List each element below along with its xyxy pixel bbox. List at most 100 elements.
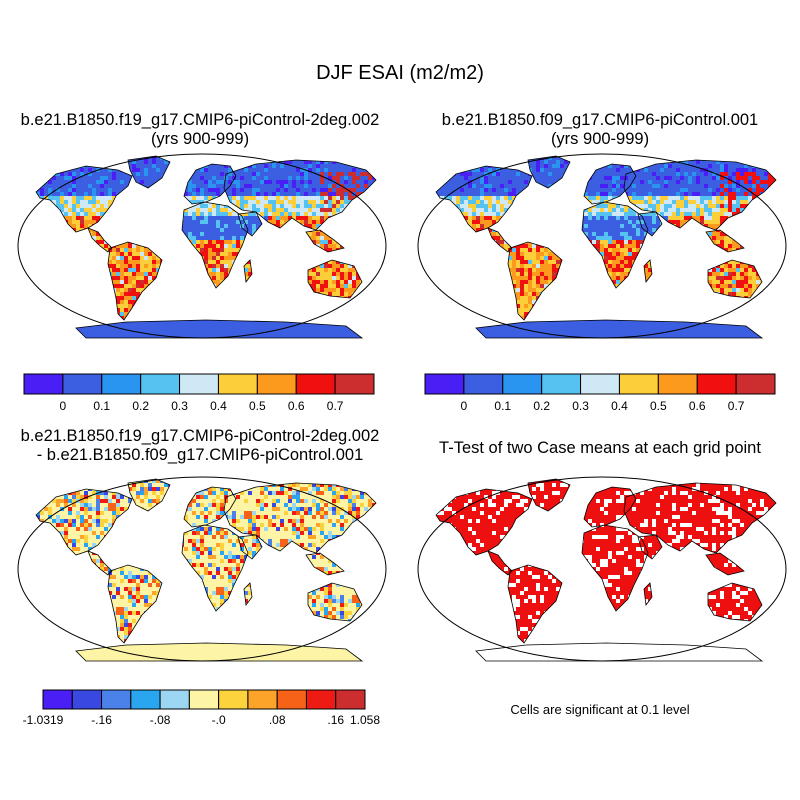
map-frame xyxy=(417,476,787,662)
colorbar-tick-label: -.08 xyxy=(149,713,171,727)
colorbar-tick-label: 0.2 xyxy=(132,399,149,413)
coastline-asia xyxy=(623,159,777,231)
colorbar-swatch xyxy=(256,373,297,395)
colorbar-swatch xyxy=(334,373,375,395)
colorbar-swatch xyxy=(23,373,64,395)
colorbar-tick-label: 0.3 xyxy=(572,399,589,413)
colorbar-swatch xyxy=(159,689,190,710)
coastline-australia xyxy=(707,259,763,299)
colorbar-swatch xyxy=(618,373,659,395)
colorbar-swatch xyxy=(295,373,336,395)
map-case1 xyxy=(17,153,387,339)
colorbar-tick-label: .08 xyxy=(268,713,286,727)
coastline-seasia xyxy=(705,552,745,576)
colorbar-tick-label: 0.6 xyxy=(287,399,305,413)
coastline-arabia xyxy=(237,211,263,237)
colorbar-tick-label: 0.1 xyxy=(494,399,512,413)
coastline-asia xyxy=(623,482,777,554)
coastline-antarctica xyxy=(475,319,764,339)
coastline-antarctica xyxy=(75,319,364,339)
coastline-namerica xyxy=(435,165,533,233)
coastline-africa xyxy=(581,524,649,612)
colorbar-tick-label: 1.058 xyxy=(349,713,381,727)
colorbar-tick-label: 0.1 xyxy=(93,399,111,413)
colorbar-swatch xyxy=(502,373,543,395)
coastline-namerica xyxy=(35,165,133,233)
panel-title-case1: b.e21.B1850.f19_g17.CMIP6-piControl-2deg… xyxy=(20,111,380,129)
colorbar-tick-label: 0.6 xyxy=(688,399,706,413)
colorbar-tick-label: -1.0319 xyxy=(22,713,64,727)
colorbar-swatch xyxy=(130,689,161,710)
colorbar-tick-label: 0.3 xyxy=(171,399,188,413)
colorbar-tick-label: 0 xyxy=(59,399,67,413)
colorbar-swatch xyxy=(62,373,103,395)
coastline-arabia xyxy=(637,211,663,237)
colorbar-tick-label: 0.4 xyxy=(611,399,628,413)
colorbar-case2 xyxy=(424,373,776,395)
colorbar-swatch xyxy=(218,689,249,710)
colorbar-difference xyxy=(42,689,366,710)
colorbar-swatch xyxy=(696,373,737,395)
coastline-africa xyxy=(181,201,249,289)
map-frame xyxy=(417,153,787,339)
colorbar-swatch xyxy=(580,373,620,395)
coastline-madagascar xyxy=(643,259,653,284)
coastline-madagascar xyxy=(243,259,253,284)
coastline-antarctica xyxy=(75,642,364,662)
coastline-australia xyxy=(307,259,363,299)
colorbar-tick-label: -.0 xyxy=(211,713,226,727)
colorbar-swatch xyxy=(101,373,142,395)
coastline-arabia xyxy=(637,534,663,560)
colorbar-tick-label: 0.4 xyxy=(210,399,227,413)
coastline-namerica xyxy=(435,488,533,556)
colorbar-swatch xyxy=(657,373,698,395)
colorbar-swatch xyxy=(541,373,582,395)
coastline-australia xyxy=(707,582,763,622)
coastline-namerica xyxy=(35,488,133,556)
colorbar-swatch xyxy=(188,689,220,710)
map-ttest-significance xyxy=(417,476,787,662)
map-frame xyxy=(17,476,387,662)
coastline-madagascar xyxy=(243,582,253,607)
colorbar-swatch xyxy=(42,689,73,710)
coastline-samerica xyxy=(107,241,163,321)
coastline-seasia xyxy=(705,229,745,253)
colorbar-swatch xyxy=(247,689,278,710)
map-case2 xyxy=(417,153,787,339)
colorbar-swatch xyxy=(735,373,776,395)
colorbar-tick-label: 0.2 xyxy=(533,399,550,413)
colorbar-swatch xyxy=(463,373,504,395)
colorbar-tick-label: -.16 xyxy=(91,713,112,727)
coastline-samerica xyxy=(107,564,163,644)
panel-subtitle-case2-years: (yrs 900-999) xyxy=(550,130,650,148)
coastline-samerica xyxy=(507,241,563,321)
panel-title-difference-line2: - b.e21.B1850.f09_g17.CMIP6-piControl.00… xyxy=(36,446,364,464)
colorbar-tick-label: 0.5 xyxy=(248,399,266,413)
map-frame xyxy=(17,153,387,339)
colorbar-swatch xyxy=(71,689,103,710)
coastline-seasia xyxy=(305,552,345,576)
colorbar-swatch xyxy=(335,689,366,710)
colorbar-swatch xyxy=(424,373,465,395)
panel-title-ttest: T-Test of two Case means at each grid po… xyxy=(439,439,761,457)
coastline-samerica xyxy=(507,564,563,644)
significance-note: Cells are significant at 0.1 level xyxy=(510,702,690,717)
colorbar-tick-label: 0.7 xyxy=(727,399,745,413)
colorbar-swatch xyxy=(305,689,337,710)
map-difference xyxy=(17,476,387,662)
panel-subtitle-case1-years: (yrs 900-999) xyxy=(150,130,250,148)
coastline-asia xyxy=(223,159,377,231)
coastline-africa xyxy=(181,524,249,612)
colorbar-case1 xyxy=(23,373,375,395)
panel-title-case2: b.e21.B1850.f09_g17.CMIP6-piControl.001 xyxy=(441,111,759,129)
coastline-seasia xyxy=(305,229,345,253)
colorbar-tick-label: 0 xyxy=(460,399,468,413)
colorbar-swatch xyxy=(217,373,258,395)
main-title: DJF ESAI (m2/m2) xyxy=(316,62,484,84)
coastline-arabia xyxy=(237,534,263,560)
colorbar-tick-label: 0.5 xyxy=(649,399,667,413)
colorbar-tick-label: 0.7 xyxy=(326,399,344,413)
coastline-africa xyxy=(581,201,649,289)
panel-title-difference-line1: b.e21.B1850.f19_g17.CMIP6-piControl-2deg… xyxy=(20,427,380,445)
colorbar-swatch xyxy=(101,689,132,710)
